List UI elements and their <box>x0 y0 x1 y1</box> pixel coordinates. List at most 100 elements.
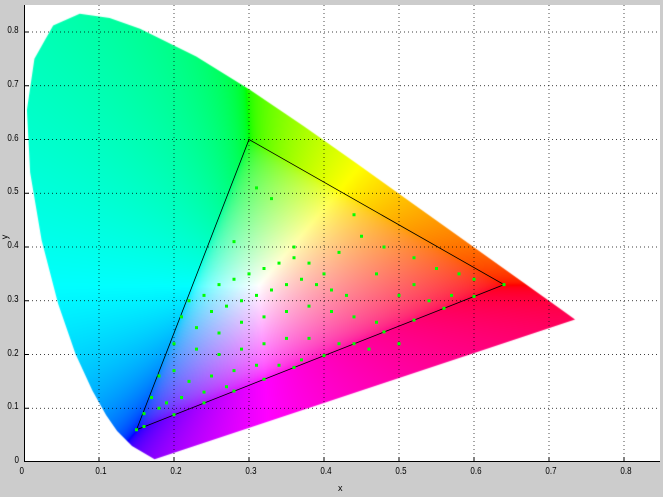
scatter-point <box>270 197 273 201</box>
scatter-point <box>172 413 176 417</box>
scatter-point <box>292 365 296 369</box>
scatter-point <box>382 245 386 249</box>
scatter-point <box>285 310 288 313</box>
y-tick-label: 0.3 <box>7 293 19 305</box>
scatter-point <box>202 401 206 405</box>
scatter-point <box>232 277 236 281</box>
scatter-point <box>262 315 266 319</box>
scatter-point <box>217 353 221 356</box>
x-tick-label: 0.2 <box>170 466 182 477</box>
scatter-point <box>330 310 333 313</box>
chart-overlay <box>24 5 660 462</box>
scatter-point <box>292 245 296 249</box>
scatter-point <box>210 310 213 313</box>
scatter-point <box>292 256 296 260</box>
y-tick-label: 0.2 <box>7 347 19 359</box>
gamut-triangle <box>135 138 505 431</box>
scatter-point <box>322 272 326 276</box>
x-axis-label: x <box>338 483 343 493</box>
scatter-point <box>352 342 356 346</box>
scatter-point <box>157 374 161 378</box>
y-tick-label: 0.8 <box>7 25 19 36</box>
scatter-point <box>172 369 176 373</box>
y-tick-label: 0.4 <box>7 240 19 251</box>
scatter-point <box>435 267 438 270</box>
scatter-point <box>285 336 288 340</box>
x-tick-label: 0.1 <box>95 466 107 477</box>
scatter-point <box>375 320 378 324</box>
scatter-point <box>337 250 341 254</box>
scatter-point <box>277 363 281 367</box>
scatter-point <box>412 318 416 322</box>
scatter-point <box>180 315 183 319</box>
x-tick-label: 0.5 <box>395 466 407 477</box>
scatter-point <box>255 293 258 297</box>
x-tick-label: 0 <box>19 466 25 477</box>
scatter-point <box>240 299 243 303</box>
scatter-point <box>427 299 431 303</box>
scatter-point <box>472 277 476 281</box>
scatter-point <box>255 186 258 190</box>
scatter-point <box>187 379 191 383</box>
scatter-point <box>330 288 333 292</box>
scatter-point <box>195 326 198 330</box>
scatter-point <box>345 293 348 297</box>
scatter-point <box>195 347 198 351</box>
scatter-point <box>307 304 311 308</box>
scatter-point <box>150 396 153 399</box>
scatter-point <box>352 213 356 217</box>
scatter-point <box>442 306 446 310</box>
scatter-point <box>277 261 281 265</box>
scatter-point <box>300 277 303 281</box>
scatter-point <box>232 389 236 393</box>
y-tick-label: 0 <box>14 455 20 466</box>
scatter-point <box>472 294 476 298</box>
scatter-point <box>240 347 243 351</box>
scatter-point <box>450 293 453 297</box>
scatter-point <box>217 283 221 287</box>
scatter-point <box>180 396 183 399</box>
scatter-point <box>502 283 506 287</box>
x-tick-label: 0.7 <box>545 466 557 477</box>
scatter-point <box>157 406 161 410</box>
scatter-point <box>142 425 146 429</box>
x-tick-label: 0.8 <box>620 466 632 477</box>
y-axis-label: y <box>0 234 10 240</box>
scatter-point <box>232 369 236 373</box>
scatter-point <box>307 261 311 265</box>
scatter-point <box>322 354 326 358</box>
scatter-point <box>397 342 401 346</box>
scatter-point <box>352 315 356 319</box>
scatter-point <box>412 256 416 260</box>
scatter-point <box>315 283 318 287</box>
x-tick-label: 0.6 <box>470 466 482 477</box>
scatter-point <box>202 293 206 297</box>
scatter-point <box>457 272 461 276</box>
scatter-point <box>337 342 341 346</box>
scatter-point <box>262 267 266 270</box>
scatter-point <box>135 428 138 432</box>
scatter-point <box>172 342 176 346</box>
scatter-point <box>375 272 378 276</box>
scatter-point <box>262 377 266 381</box>
scatter-point <box>255 363 258 367</box>
scatter-point <box>217 331 221 335</box>
scatter-point <box>247 272 251 276</box>
scatter-point <box>240 320 243 324</box>
scatter-point <box>270 288 273 292</box>
scatter-point <box>382 330 386 334</box>
scatter-point <box>232 240 236 244</box>
scatter-point <box>225 304 228 308</box>
scatter-point <box>397 293 401 297</box>
scatter-point <box>187 299 191 303</box>
scatter-point <box>225 385 228 389</box>
scatter-point <box>412 283 416 287</box>
x-tick-label: 0.3 <box>245 466 257 477</box>
y-tick-label: 0.7 <box>7 78 19 90</box>
scatter-point <box>210 374 213 378</box>
chromaticity-locus-fill <box>24 5 660 462</box>
scatter-point <box>142 412 146 416</box>
scatter-point <box>367 347 371 351</box>
scatter-point <box>285 283 288 287</box>
plot-area <box>24 5 660 462</box>
